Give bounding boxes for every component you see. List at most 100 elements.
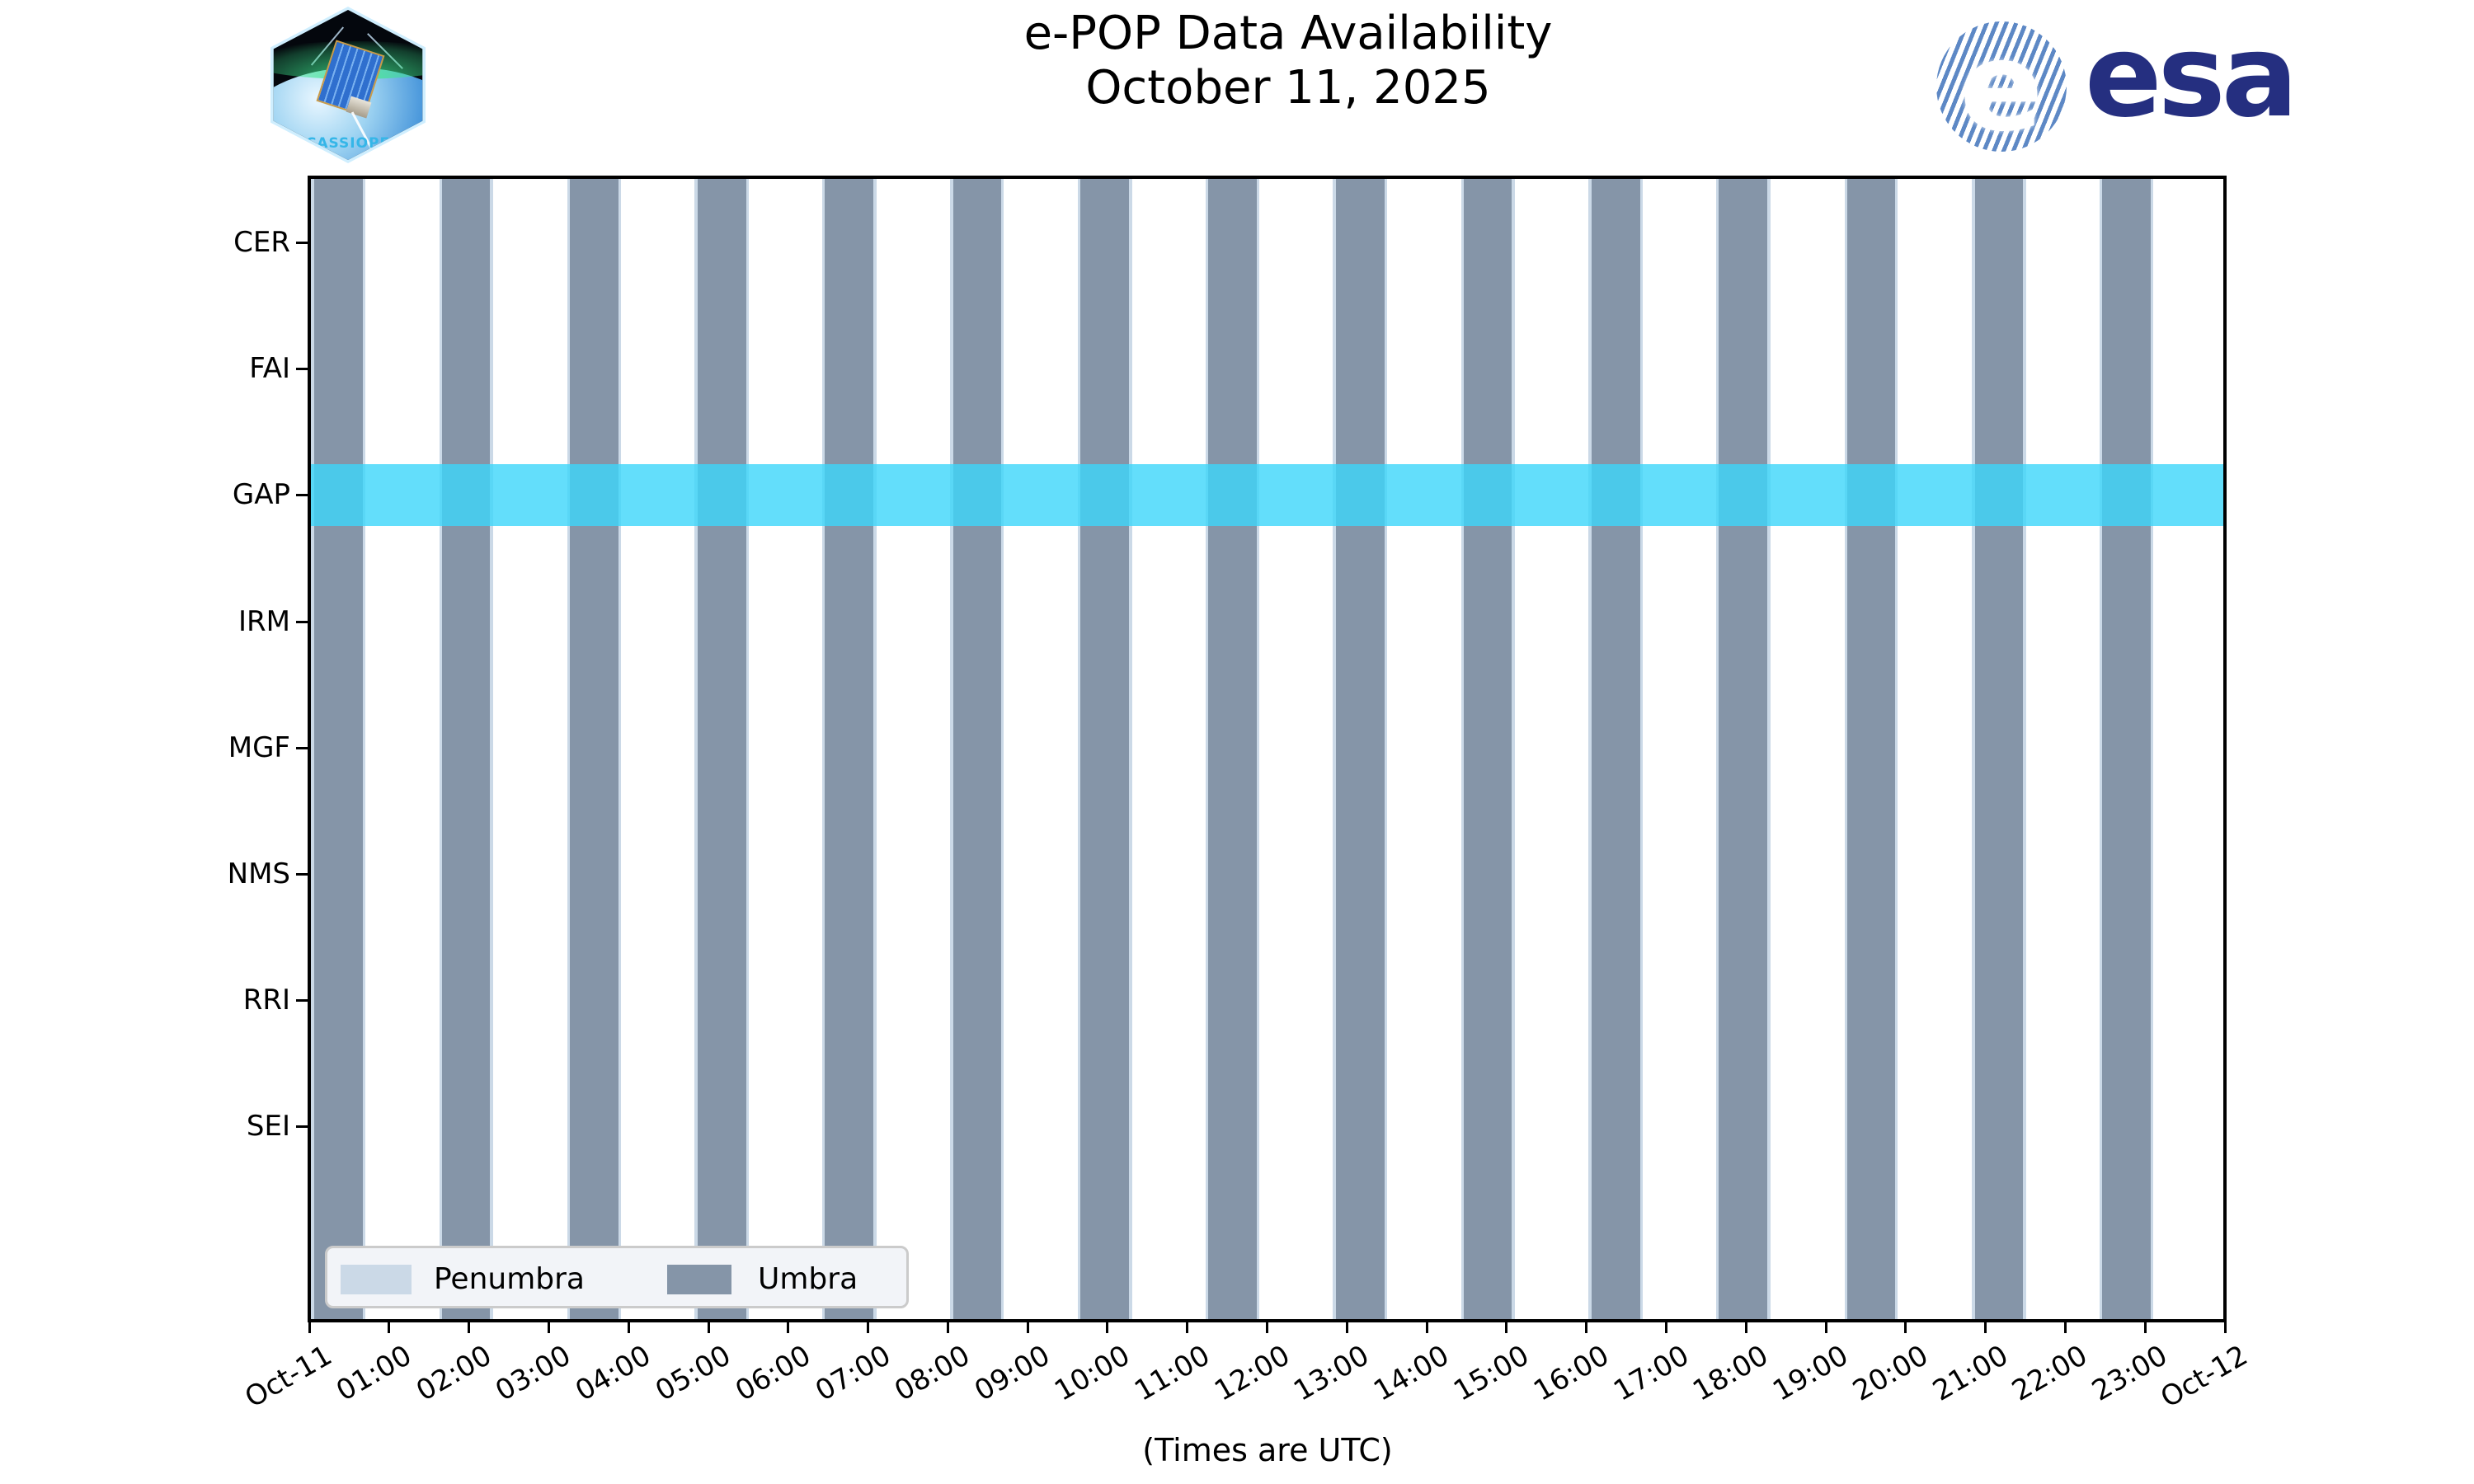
yaxis-tick	[296, 747, 308, 749]
xaxis-tick	[2223, 1322, 2227, 1333]
penumbra-strip	[1844, 179, 1847, 1319]
xaxis-tick	[547, 1322, 550, 1333]
xaxis-label: 19:00	[1767, 1339, 1854, 1408]
xaxis-label: 22:00	[2006, 1339, 2094, 1408]
xaxis-tick	[787, 1322, 790, 1333]
umbra-bar	[1080, 179, 1130, 1319]
chart-title: e-POP Data Availability October 11, 2025	[1024, 7, 1553, 115]
chart-title-line1: e-POP Data Availability	[1023, 7, 1553, 60]
penumbra-strip	[2099, 179, 2103, 1319]
xaxis-label: 23:00	[2086, 1339, 2174, 1408]
plot-area	[308, 176, 2227, 1322]
xaxis-tick	[1026, 1322, 1029, 1333]
yaxis-tick	[296, 621, 308, 623]
yaxis-label-mgf: MGF	[228, 731, 290, 764]
penumbra-strip	[1460, 179, 1465, 1319]
penumbra-strip	[618, 179, 622, 1319]
yaxis-tick	[296, 1125, 308, 1128]
xaxis-label: 11:00	[1128, 1339, 1216, 1408]
legend: Penumbra Umbra	[325, 1246, 909, 1308]
legend-label-umbra: Umbra	[758, 1262, 858, 1296]
plot-canvas	[311, 179, 2223, 1319]
umbra-bar	[442, 179, 491, 1319]
xaxis-label: 02:00	[410, 1339, 497, 1408]
penumbra-strip	[490, 179, 493, 1319]
umbra-bar	[1719, 179, 1768, 1319]
xaxis-tick	[1824, 1322, 1827, 1333]
penumbra-strip	[2151, 179, 2154, 1319]
umbra-bar	[1464, 179, 1512, 1319]
xaxis-tick	[867, 1322, 869, 1333]
umbra-bar	[2102, 179, 2152, 1319]
yaxis-tick	[296, 999, 308, 1002]
penumbra-strip	[567, 179, 571, 1319]
esa-e-glyph: e	[1959, 21, 2044, 152]
yaxis-label-irm: IRM	[238, 605, 290, 638]
xaxis-label: 04:00	[570, 1339, 657, 1408]
penumbra-strip	[1894, 179, 1898, 1319]
yaxis-label-nms: NMS	[227, 857, 290, 890]
xaxis-label: 18:00	[1687, 1339, 1775, 1408]
xaxis-label: 17:00	[1607, 1339, 1695, 1408]
xaxis-label: 12:00	[1208, 1339, 1296, 1408]
xaxis-tick	[627, 1322, 630, 1333]
penumbra-strip	[1715, 179, 1719, 1319]
penumbra-strip	[1972, 179, 1975, 1319]
xaxis-tick	[1984, 1322, 1987, 1333]
xaxis-label: 08:00	[889, 1339, 976, 1408]
xaxis-tick	[1425, 1322, 1428, 1333]
xaxis-note: (Times are UTC)	[1142, 1432, 1393, 1468]
penumbra-strip	[1639, 179, 1644, 1319]
umbra-bar	[570, 179, 618, 1319]
cassiope-hex: CASSIOPE	[273, 10, 423, 160]
penumbra-strip	[821, 179, 825, 1319]
esa-globe-icon: e	[1936, 21, 2067, 152]
xaxis-label: 07:00	[809, 1339, 896, 1408]
cassiope-logo: CASSIOPE	[266, 7, 430, 163]
yaxis-label-rri: RRI	[242, 984, 290, 1017]
penumbra-strip	[1512, 179, 1515, 1319]
xaxis-label: 09:00	[969, 1339, 1056, 1408]
xaxis-label: 10:00	[1049, 1339, 1136, 1408]
yaxis-label-cer: CER	[233, 226, 290, 259]
penumbra-strip	[311, 179, 314, 1319]
xaxis-label: 05:00	[650, 1339, 736, 1408]
legend-label-penumbra: Penumbra	[434, 1262, 585, 1296]
penumbra-strip	[694, 179, 698, 1319]
penumbra-strip	[1000, 179, 1004, 1319]
penumbra-strip	[873, 179, 877, 1319]
chart-title-line2: October 11, 2025	[1085, 61, 1491, 115]
penumbra-strip	[1205, 179, 1208, 1319]
xaxis-tick	[1345, 1322, 1348, 1333]
umbra-bar	[1591, 179, 1640, 1319]
xaxis-tick	[1106, 1322, 1109, 1333]
yaxis-label-sei: SEI	[246, 1110, 290, 1143]
xaxis-label: 21:00	[1926, 1339, 2014, 1408]
xaxis-tick	[1744, 1322, 1747, 1333]
gap-availability-band	[311, 464, 2223, 526]
xaxis-tick	[1505, 1322, 1508, 1333]
penumbra-strip	[1333, 179, 1336, 1319]
cassiope-label: CASSIOPE	[305, 135, 391, 152]
xaxis-tick	[1904, 1322, 1907, 1333]
xaxis-tick	[1186, 1322, 1189, 1333]
umbra-bar	[313, 179, 363, 1319]
xaxis-tick	[1665, 1322, 1667, 1333]
penumbra-strip	[1256, 179, 1260, 1319]
legend-swatch-umbra	[667, 1265, 731, 1294]
xaxis-label: 20:00	[1846, 1339, 1934, 1408]
xaxis-label: 01:00	[330, 1339, 417, 1408]
yaxis-tick	[296, 242, 308, 244]
umbra-bar	[825, 179, 874, 1319]
xaxis-tick	[2063, 1322, 2067, 1333]
xaxis-label: 13:00	[1288, 1339, 1376, 1408]
penumbra-strip	[745, 179, 749, 1319]
xaxis-tick	[1266, 1322, 1268, 1333]
penumbra-strip	[2023, 179, 2026, 1319]
umbra-bar	[1846, 179, 1895, 1319]
penumbra-strip	[440, 179, 443, 1319]
umbra-bar	[1974, 179, 2024, 1319]
yaxis-label-gap: GAP	[232, 478, 290, 511]
umbra-bar	[1207, 179, 1257, 1319]
